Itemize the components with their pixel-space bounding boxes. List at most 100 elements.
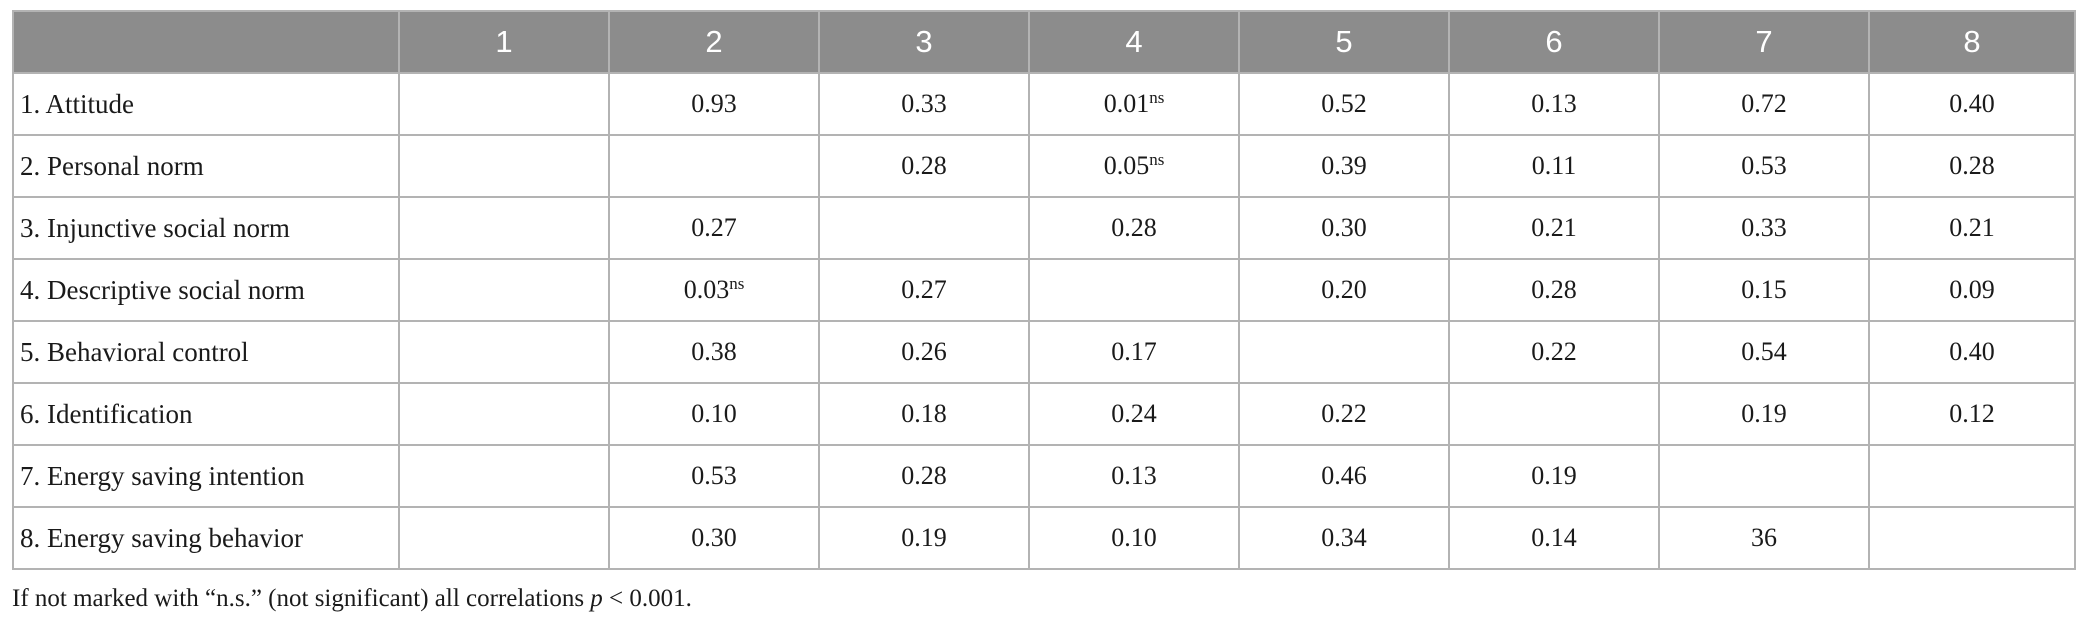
cell-value: 0.05 xyxy=(1103,151,1150,180)
table-cell: 0.27 xyxy=(818,258,1030,322)
table-cell: 0.46 xyxy=(1238,444,1450,508)
table-row: 8. Energy saving behavior 0.30 0.19 0.10 0.3… xyxy=(12,506,2076,570)
table-cell: 0.30 xyxy=(608,506,820,570)
table-cell: 0.12 xyxy=(1868,382,2076,446)
table-cell xyxy=(818,196,1030,260)
significance-marker: ns xyxy=(729,274,745,293)
column-header-6: 6 xyxy=(1448,10,1660,74)
cell-value: 0.30 xyxy=(1321,213,1367,242)
table-cell: 0.19 xyxy=(818,506,1030,570)
cell-value: 0.18 xyxy=(901,399,947,428)
table-row: 4. Descriptive social norm 0.03ns 0.27 0.20… xyxy=(12,258,2076,322)
table-cell xyxy=(398,72,610,136)
cell-value: 0.13 xyxy=(1111,461,1157,490)
table-cell: 0.28 xyxy=(1868,134,2076,198)
column-header-5: 5 xyxy=(1238,10,1450,74)
table-row: 6. Identification 0.10 0.18 0.24 0.22 0.19 0.1… xyxy=(12,382,2076,446)
table-cell xyxy=(398,196,610,260)
column-header-8: 8 xyxy=(1868,10,2076,74)
table-cell: 0.40 xyxy=(1868,320,2076,384)
table-cell: 0.14 xyxy=(1448,506,1660,570)
table-cell: 0.33 xyxy=(818,72,1030,136)
cell-value: 0.33 xyxy=(901,89,947,118)
table-cell: 0.72 xyxy=(1658,72,1870,136)
table-cell xyxy=(398,320,610,384)
cell-value: 0.26 xyxy=(901,337,947,366)
table-cell: 0.15 xyxy=(1658,258,1870,322)
cell-value: 0.19 xyxy=(901,523,947,552)
cell-value: 0.34 xyxy=(1321,523,1367,552)
cell-value: 0.13 xyxy=(1531,89,1577,118)
table-cell: 0.22 xyxy=(1238,382,1450,446)
table-cell xyxy=(398,134,610,198)
cell-value: 0.19 xyxy=(1741,399,1787,428)
cell-value: 0.40 xyxy=(1949,337,1995,366)
cell-value: 0.53 xyxy=(1741,151,1787,180)
cell-value: 0.30 xyxy=(691,523,737,552)
table-cell xyxy=(1238,320,1450,384)
cell-value: 0.72 xyxy=(1741,89,1787,118)
table-cell: 36 xyxy=(1658,506,1870,570)
cell-value: 0.28 xyxy=(901,151,947,180)
table-cell xyxy=(398,506,610,570)
table-cell: 0.05ns xyxy=(1028,134,1240,198)
cell-value: 0.38 xyxy=(691,337,737,366)
cell-value: 36 xyxy=(1751,523,1777,552)
table-cell: 0.17 xyxy=(1028,320,1240,384)
cell-value: 0.28 xyxy=(1949,151,1995,180)
row-label: 8. Energy saving behavior xyxy=(12,506,400,570)
column-header-label xyxy=(12,10,400,74)
footnote-text-pre: If not marked with “n.s.” (not significa… xyxy=(12,585,591,612)
table-cell: 0.28 xyxy=(818,444,1030,508)
column-header-3: 3 xyxy=(818,10,1030,74)
table-cell xyxy=(1868,444,2076,508)
table-cell: 0.28 xyxy=(1448,258,1660,322)
cell-value: 0.28 xyxy=(1111,213,1157,242)
row-label: 7. Energy saving intention xyxy=(12,444,400,508)
table-cell: 0.26 xyxy=(818,320,1030,384)
cell-value: 0.01 xyxy=(1103,89,1150,118)
table-cell: 0.22 xyxy=(1448,320,1660,384)
cell-value: 0.33 xyxy=(1741,213,1787,242)
cell-value: 0.27 xyxy=(691,213,737,242)
cell-value: 0.10 xyxy=(1111,523,1157,552)
cell-value: 0.22 xyxy=(1321,399,1367,428)
table-cell: 0.21 xyxy=(1868,196,2076,260)
cell-value: 0.52 xyxy=(1321,89,1367,118)
cell-value: 0.39 xyxy=(1321,151,1367,180)
table-cell xyxy=(1448,382,1660,446)
table-cell xyxy=(398,258,610,322)
table-cell: 0.19 xyxy=(1448,444,1660,508)
table-cell: 0.53 xyxy=(608,444,820,508)
column-header-1: 1 xyxy=(398,10,610,74)
table-cell xyxy=(1658,444,1870,508)
cell-value: 0.11 xyxy=(1531,151,1577,180)
table-cell: 0.93 xyxy=(608,72,820,136)
cell-value: 0.03 xyxy=(683,275,730,304)
table-cell: 0.11 xyxy=(1448,134,1660,198)
table-cell xyxy=(608,134,820,198)
table-cell: 0.28 xyxy=(818,134,1030,198)
table-row: 5. Behavioral control 0.38 0.26 0.17 0.22 0.5… xyxy=(12,320,2076,384)
cell-value: 0.10 xyxy=(691,399,737,428)
significance-marker: ns xyxy=(1149,88,1165,107)
table-cell: 0.09 xyxy=(1868,258,2076,322)
table-cell: 0.20 xyxy=(1238,258,1450,322)
table-cell xyxy=(1868,506,2076,570)
table-cell: 0.24 xyxy=(1028,382,1240,446)
table-cell: 0.13 xyxy=(1448,72,1660,136)
table-cell xyxy=(1028,258,1240,322)
table-cell: 0.39 xyxy=(1238,134,1450,198)
table-cell: 0.28 xyxy=(1028,196,1240,260)
cell-value: 0.22 xyxy=(1531,337,1577,366)
significance-marker: ns xyxy=(1149,150,1165,169)
table-cell: 0.34 xyxy=(1238,506,1450,570)
table-cell: 0.30 xyxy=(1238,196,1450,260)
table-cell xyxy=(398,444,610,508)
cell-value: 0.19 xyxy=(1531,461,1577,490)
table-cell: 0.10 xyxy=(608,382,820,446)
row-label: 5. Behavioral control xyxy=(12,320,400,384)
table-row: 2. Personal norm 0.28 0.05ns 0.39 0.11 0.53 0.… xyxy=(12,134,2076,198)
